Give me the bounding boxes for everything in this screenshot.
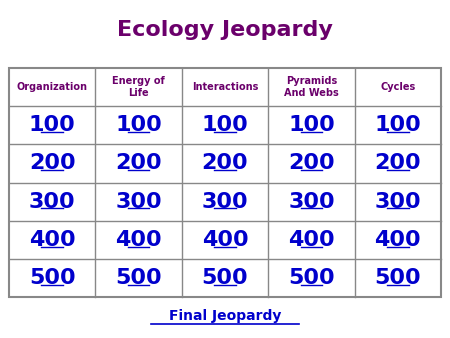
Text: Interactions: Interactions bbox=[192, 82, 258, 92]
Text: 500: 500 bbox=[115, 268, 162, 288]
Text: Energy of
Life: Energy of Life bbox=[112, 76, 165, 98]
Text: 500: 500 bbox=[374, 268, 421, 288]
Text: Organization: Organization bbox=[17, 82, 88, 92]
Text: Pyramids
And Webs: Pyramids And Webs bbox=[284, 76, 339, 98]
Text: 300: 300 bbox=[202, 192, 248, 212]
Text: 200: 200 bbox=[374, 153, 421, 173]
Text: Final Jeopardy: Final Jeopardy bbox=[169, 309, 281, 323]
Text: 400: 400 bbox=[374, 230, 421, 250]
Text: 300: 300 bbox=[29, 192, 76, 212]
Text: Ecology Jeopardy: Ecology Jeopardy bbox=[117, 20, 333, 41]
Text: Cycles: Cycles bbox=[380, 82, 415, 92]
Text: 300: 300 bbox=[288, 192, 335, 212]
Text: 100: 100 bbox=[374, 115, 421, 135]
Text: 400: 400 bbox=[29, 230, 76, 250]
Text: 200: 200 bbox=[202, 153, 248, 173]
Text: 200: 200 bbox=[115, 153, 162, 173]
Text: 100: 100 bbox=[202, 115, 248, 135]
Text: 400: 400 bbox=[288, 230, 335, 250]
Text: 100: 100 bbox=[115, 115, 162, 135]
Text: 300: 300 bbox=[374, 192, 421, 212]
Text: 300: 300 bbox=[115, 192, 162, 212]
Text: 200: 200 bbox=[29, 153, 76, 173]
Text: 100: 100 bbox=[29, 115, 76, 135]
Text: 200: 200 bbox=[288, 153, 335, 173]
Text: 400: 400 bbox=[202, 230, 248, 250]
Text: 100: 100 bbox=[288, 115, 335, 135]
Bar bbox=[9, 68, 441, 297]
Text: 400: 400 bbox=[115, 230, 162, 250]
Text: 500: 500 bbox=[29, 268, 76, 288]
Text: 500: 500 bbox=[288, 268, 335, 288]
Text: 500: 500 bbox=[202, 268, 248, 288]
